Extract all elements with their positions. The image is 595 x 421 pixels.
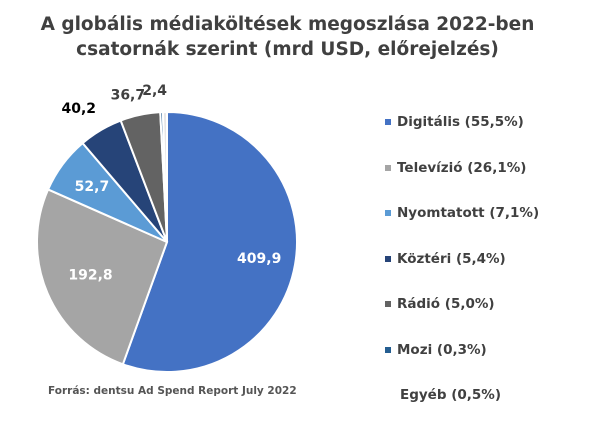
chart-title: A globális médiaköltések megoszlása 2022… <box>0 12 575 62</box>
chart-title-line-1: A globális médiaköltések megoszlása 2022… <box>40 14 535 35</box>
legend-item-kozteri: Köztéri (5,4%) <box>385 249 506 269</box>
data-label-mozi: 2,4 <box>142 83 167 99</box>
legend-swatch-digitalis <box>385 119 391 125</box>
chart-title-line-2: csatornák szerint (mrd USD, előrejelzés) <box>76 39 499 60</box>
legend-swatch-televizio <box>385 164 391 171</box>
legend-label-televizio: Televízió (26,1%) <box>397 159 527 176</box>
pie-slice-televizio <box>36 188 169 366</box>
pie-slice-egyeb <box>161 110 168 243</box>
legend-label-egyeb: Egyéb (0,5%) <box>400 387 501 403</box>
legend-item-nyomtatott: Nyomtatott (7,1%) <box>385 203 539 223</box>
legend-item-radio: Rádió (5,0%) <box>385 294 495 314</box>
pie-slice-digitalis <box>121 110 298 373</box>
legend-swatch-radio <box>385 301 391 307</box>
data-label-digitalis: 409,9 <box>237 251 281 267</box>
legend-label-nyomtatott: Nyomtatott (7,1%) <box>397 205 540 221</box>
legend-label-digitalis: Digitális (55,5%) <box>397 114 524 130</box>
legend-swatch-mozi <box>385 346 391 353</box>
source-note: Forrás: dentsu Ad Spend Report July 2022 <box>48 385 297 397</box>
legend-swatch-kozteri <box>385 255 391 262</box>
legend-item-televizio: Televízió (26,1%) <box>385 158 526 178</box>
data-label-radio: 36,7 <box>111 87 146 103</box>
legend-item-mozi: Mozi (0,3%) <box>385 340 487 360</box>
data-label-televizio: 192,8 <box>68 268 112 284</box>
legend-label-radio: Rádió (5,0%) <box>397 296 495 312</box>
legend-swatch-nyomtatott <box>385 210 391 216</box>
legend-label-kozteri: Köztéri (5,4%) <box>397 250 506 267</box>
data-label-kozteri: 40,2 <box>61 101 96 117</box>
data-label-nyomtatott: 52,7 <box>75 179 110 195</box>
legend-item-egyeb: Egyéb (0,5%) <box>385 385 501 405</box>
legend-item-digitalis: Digitális (55,5%) <box>385 112 524 132</box>
legend-label-mozi: Mozi (0,3%) <box>397 341 487 358</box>
